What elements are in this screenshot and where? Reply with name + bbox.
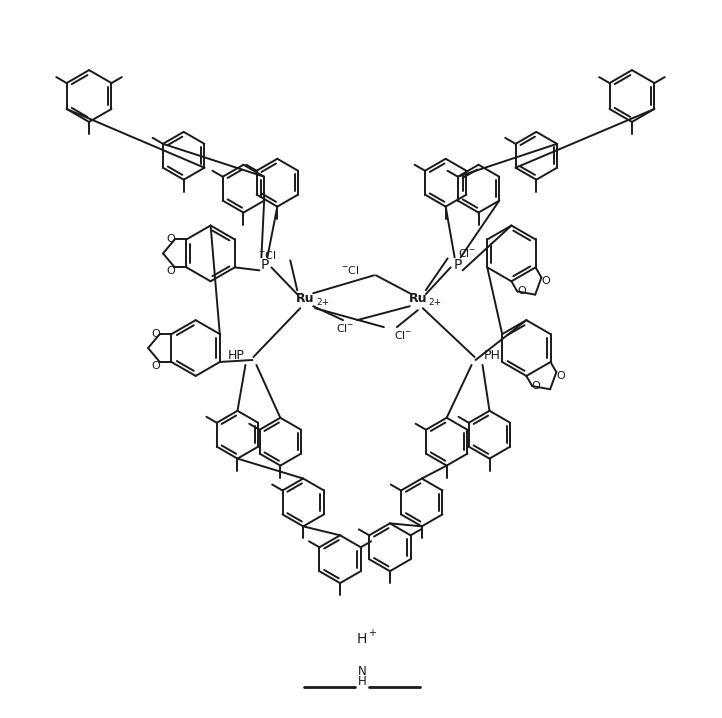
Text: HP: HP: [227, 348, 245, 362]
Text: N: N: [357, 666, 366, 679]
Text: O: O: [152, 361, 160, 371]
Text: O: O: [532, 381, 541, 391]
Text: O: O: [166, 235, 175, 244]
Text: 2+: 2+: [429, 298, 442, 307]
Text: O: O: [556, 371, 565, 381]
Text: $^{-}$Cl: $^{-}$Cl: [342, 264, 360, 276]
Text: O: O: [166, 266, 175, 276]
Text: P: P: [260, 258, 269, 272]
Text: Cl$^{-}$: Cl$^{-}$: [458, 248, 477, 259]
Text: Cl$^{-}$: Cl$^{-}$: [394, 329, 412, 341]
Text: O: O: [541, 276, 549, 286]
Text: Ru: Ru: [296, 292, 315, 304]
Text: O: O: [517, 286, 526, 297]
Text: P: P: [453, 258, 462, 272]
Text: $^{-}$Cl: $^{-}$Cl: [258, 249, 277, 261]
Text: +: +: [368, 628, 376, 638]
Text: O: O: [152, 329, 160, 339]
Text: H: H: [357, 675, 366, 689]
Text: H: H: [357, 632, 367, 646]
Text: PH: PH: [484, 348, 500, 362]
Text: Ru: Ru: [409, 292, 427, 304]
Text: Cl$^{-}$: Cl$^{-}$: [336, 322, 355, 334]
Text: 2+: 2+: [316, 298, 329, 307]
